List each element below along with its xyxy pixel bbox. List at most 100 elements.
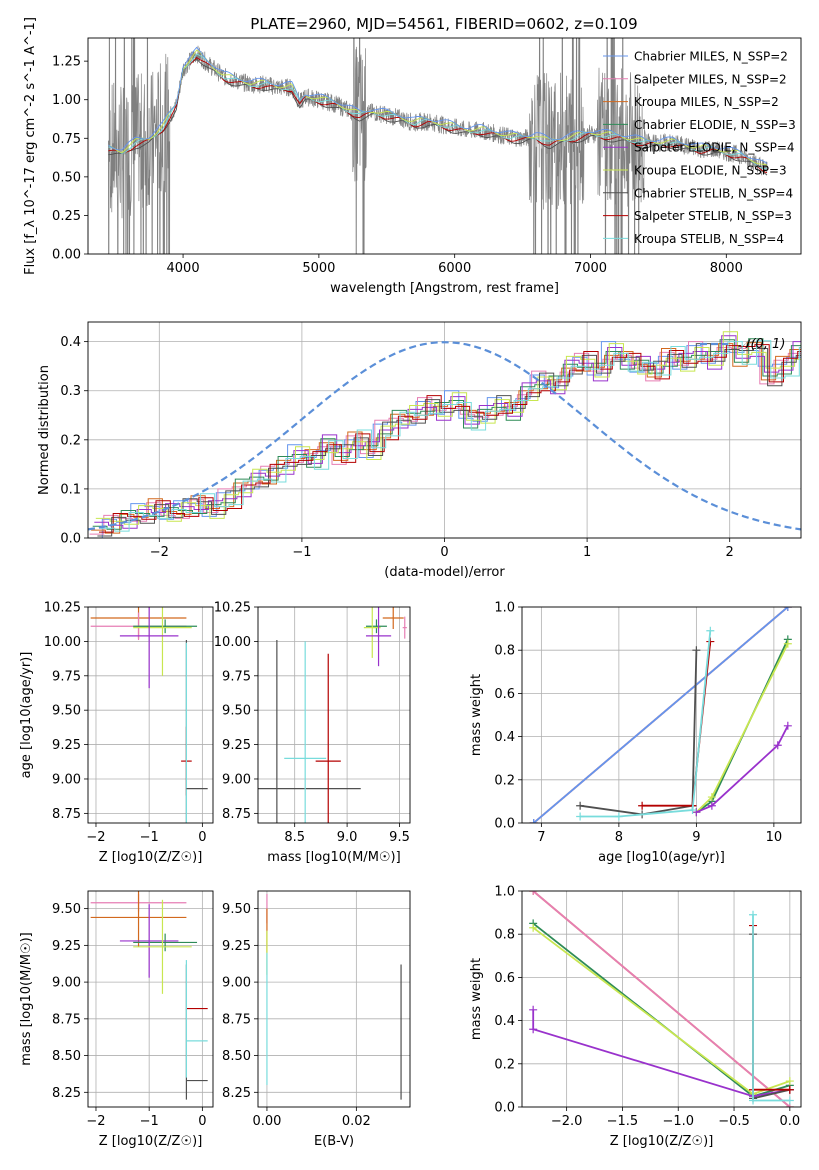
x-axis-label: Z [log10(Z/Z☉)] bbox=[99, 850, 203, 865]
model-line bbox=[108, 46, 768, 164]
legend: Chabrier MILES, N_SSP=2 Salpeter MILES, N… bbox=[603, 50, 796, 246]
mass_vs_Z-plot-area bbox=[90, 891, 208, 1100]
figure-title: PLATE=2960, MJD=54561, FIBERID=0602, z=0… bbox=[250, 15, 637, 33]
weight-marker bbox=[692, 646, 701, 655]
errorbar-point bbox=[382, 607, 404, 630]
weight-line bbox=[752, 914, 790, 1102]
legend-label: Salpeter MILES, N_SSP=2 bbox=[634, 72, 787, 86]
errorbar-point bbox=[363, 607, 381, 658]
y-tick-label: 1.0 bbox=[494, 601, 515, 616]
axes-frame bbox=[257, 606, 411, 824]
y-tick-label: 0.00 bbox=[52, 248, 81, 263]
axes-frame bbox=[257, 890, 411, 1108]
weight-marker bbox=[785, 1077, 794, 1086]
x-tick-label: 7000 bbox=[574, 261, 607, 276]
mass_vs_EBV-axes: 0.00 0.02 8.25 8.50 8.75 9.00 9.25 9.50 E(B-V) bbox=[222, 890, 411, 1149]
weight-line bbox=[696, 725, 789, 814]
legend-label: Chabrier STELIB, N_SSP=4 bbox=[634, 186, 793, 200]
weight-line bbox=[752, 925, 790, 1091]
y-tick-label: 0.6 bbox=[494, 971, 515, 986]
y-tick-label: 0.0 bbox=[494, 817, 515, 832]
errorbar-point bbox=[133, 899, 192, 994]
histogram-step bbox=[91, 342, 801, 534]
axes-frame bbox=[87, 37, 802, 255]
weight-marker bbox=[783, 721, 792, 730]
y-tick-label: 8.25 bbox=[52, 1086, 81, 1101]
x-axis-label: wavelength [Angstrom, rest frame] bbox=[330, 281, 559, 296]
x-tick-label: −1 bbox=[140, 830, 159, 845]
axes-frame bbox=[87, 606, 214, 824]
histogram-step bbox=[97, 343, 801, 537]
histogram-step bbox=[99, 344, 801, 533]
x-tick-label: 0 bbox=[198, 1114, 206, 1129]
weight-marker bbox=[749, 910, 758, 919]
histogram-step bbox=[89, 341, 801, 535]
y-tick-label: 1.25 bbox=[52, 55, 81, 70]
y-axis-label: Flux [f_λ 10^-17 erg cm^-2 s^-1 A^-1] bbox=[23, 17, 38, 275]
x-tick-label: 10 bbox=[766, 830, 783, 845]
histogram-step bbox=[95, 331, 801, 525]
legend-label: Kroupa MILES, N_SSP=2 bbox=[634, 95, 779, 109]
weight-marker bbox=[529, 1025, 538, 1034]
y-tick-label: 9.25 bbox=[222, 738, 251, 753]
y-tick-label: 9.00 bbox=[222, 772, 251, 787]
weight-marker bbox=[785, 1085, 794, 1094]
x-tick-label: 0.00 bbox=[252, 1114, 281, 1129]
weight-marker bbox=[688, 806, 697, 815]
axes-frame bbox=[87, 321, 802, 539]
gaussian-curve bbox=[88, 341, 801, 531]
residuals-axes: −2 −1 0 1 2 0.0 0.1 0.2 0.3 0.4 (data-model)/error… bbox=[37, 321, 802, 580]
y-tick-label: 0.2 bbox=[494, 773, 515, 788]
x-tick-label: −1 bbox=[140, 1114, 159, 1129]
x-tick-label: 8000 bbox=[710, 261, 743, 276]
errorbar-point bbox=[365, 607, 392, 667]
weight_vs_age-axes: 7 8 9 10 0.0 0.2 0.4 0.6 0.8 1.0 age [log10(age/yr… bbox=[469, 601, 802, 865]
weight-line bbox=[752, 934, 791, 1100]
errorbar-point bbox=[119, 904, 179, 978]
x-tick-label: −1.5 bbox=[607, 1114, 639, 1129]
y-tick-label: 8.50 bbox=[52, 1049, 81, 1064]
weight-line bbox=[580, 630, 712, 818]
y-tick-label: 9.25 bbox=[52, 738, 81, 753]
y-tick-label: 10.00 bbox=[214, 635, 251, 650]
legend-label: Kroupa ELODIE, N_SSP=3 bbox=[634, 164, 787, 178]
weight-marker bbox=[783, 639, 792, 648]
weight-marker bbox=[706, 626, 715, 635]
errorbar-point bbox=[258, 640, 361, 823]
y-tick-label: 9.50 bbox=[52, 902, 81, 917]
legend-label: Kroupa STELIB, N_SSP=4 bbox=[634, 232, 784, 246]
histogram-step bbox=[94, 335, 801, 529]
y-tick-label: 10.25 bbox=[214, 601, 251, 616]
errorbar-point bbox=[90, 891, 187, 947]
legend-label: Salpeter STELIB, N_SSP=3 bbox=[634, 209, 792, 223]
weight-line bbox=[533, 607, 789, 823]
x-tick-label: 9.5 bbox=[389, 830, 410, 845]
y-tick-label: 9.50 bbox=[222, 902, 251, 917]
y-tick-label: 0.6 bbox=[494, 687, 515, 702]
histogram-step bbox=[88, 341, 801, 538]
y-axis-label: Normed distribution bbox=[37, 365, 52, 495]
y-tick-label: 0.75 bbox=[52, 132, 81, 147]
x-tick-label: 0.02 bbox=[342, 1114, 371, 1129]
y-tick-label: 0.3 bbox=[60, 384, 81, 399]
x-tick-label: 9 bbox=[692, 830, 700, 845]
x-axis-label: Z [log10(Z/Z☉)] bbox=[99, 1134, 203, 1149]
x-tick-label: 9.0 bbox=[337, 830, 358, 845]
spectrum-axes: 4000 5000 6000 7000 8000 0.00 0.25 0.50 0.75 1.00… bbox=[23, 17, 802, 296]
y-tick-label: 9.50 bbox=[222, 704, 251, 719]
x-tick-label: −2 bbox=[150, 545, 169, 560]
weight-marker bbox=[576, 801, 585, 810]
y-tick-label: 8.75 bbox=[222, 807, 251, 822]
weight-marker bbox=[576, 812, 585, 821]
mass_vs_Z-axes: −2 −1 0 8.25 8.50 8.75 9.00 9.25 9.50 Z [log10(Z/… bbox=[19, 890, 214, 1149]
weight_vs_Z-axes: −2.0 −1.5 −1.0 −0.5 0.0 0.0 0.2 0.4 0.6 0.8 1.0 Z [… bbox=[469, 885, 802, 1149]
y-tick-label: 0.0 bbox=[494, 1101, 515, 1116]
age_vs_Z-axes: −2 −1 0 8.75 9.00 9.25 9.50 9.75 10.00 10.25 Z [lo… bbox=[19, 601, 214, 865]
y-tick-label: 1.00 bbox=[52, 93, 81, 108]
residuals-plot-area bbox=[88, 331, 801, 538]
y-tick-label: 9.50 bbox=[52, 704, 81, 719]
x-tick-label: 5000 bbox=[302, 261, 335, 276]
x-tick-label: 8 bbox=[615, 830, 623, 845]
y-tick-label: 0.4 bbox=[60, 335, 81, 350]
